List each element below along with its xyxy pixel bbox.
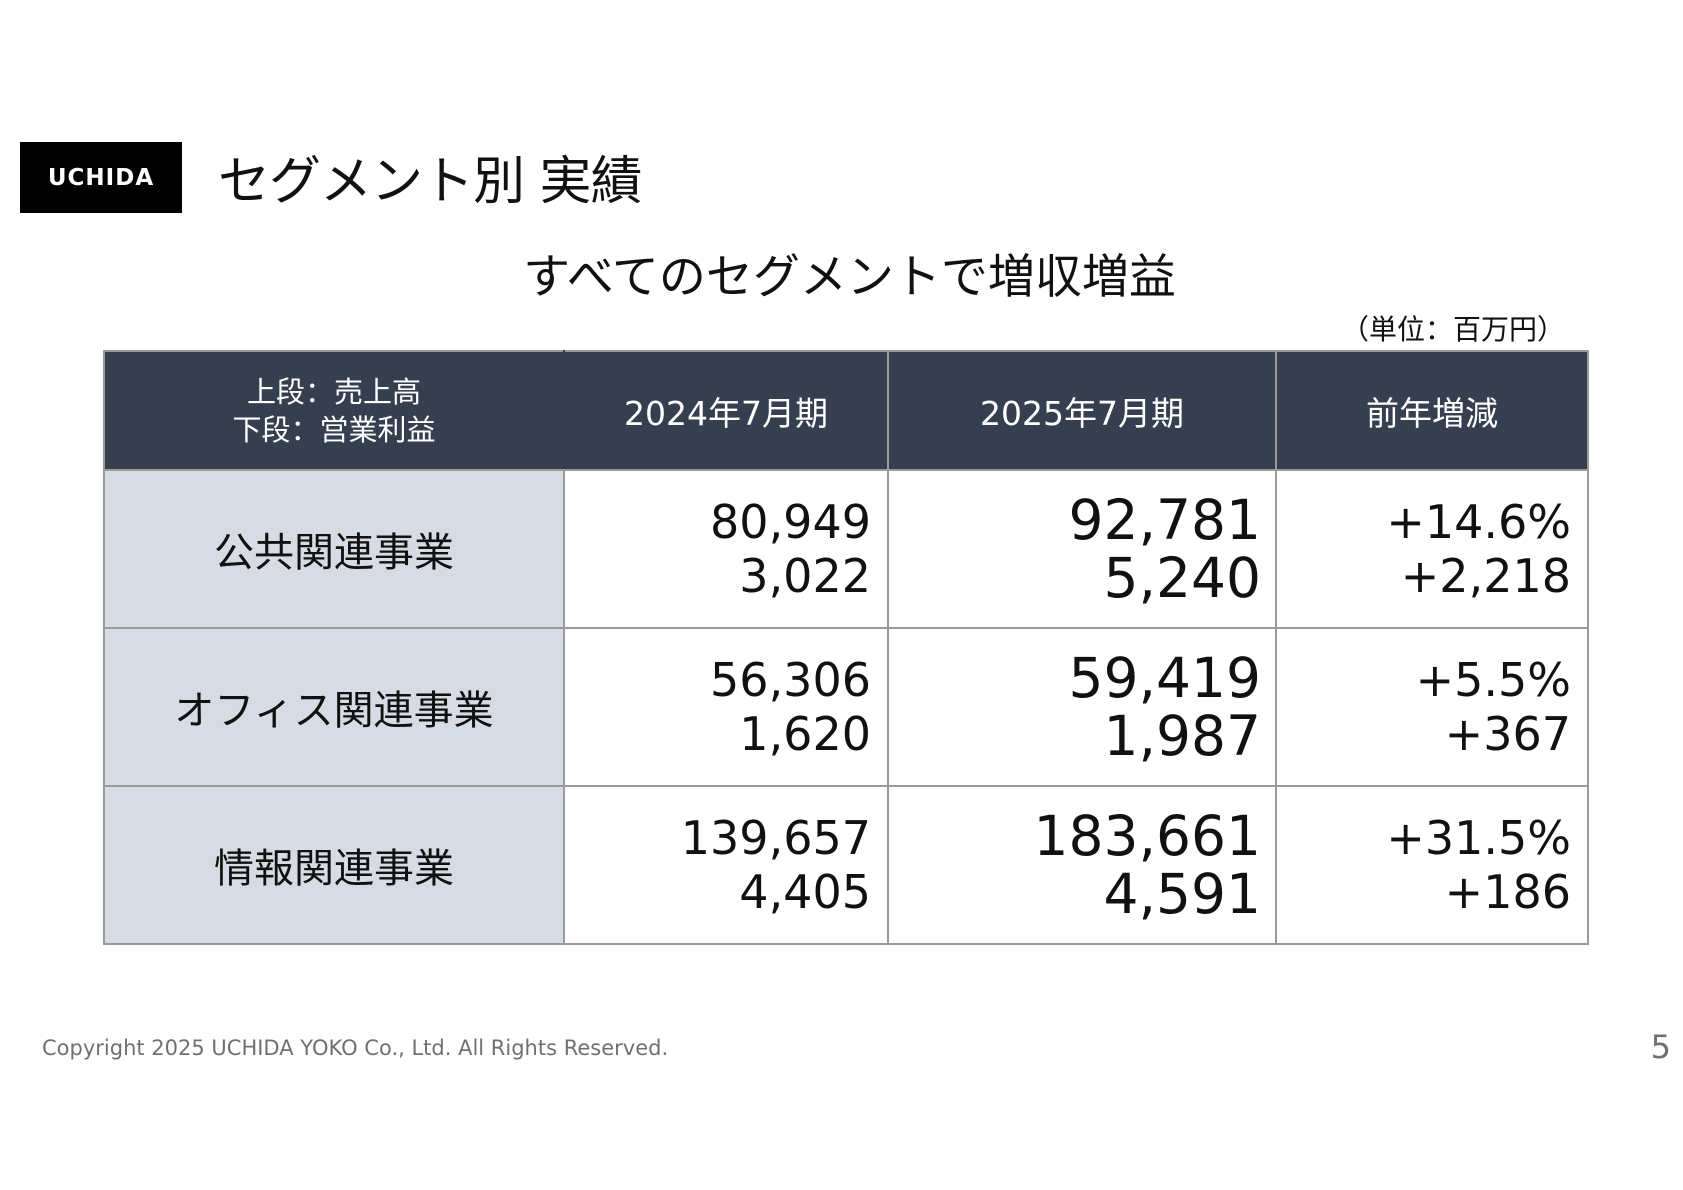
table-row: 情報関連事業 139,657 4,405 183,661 4,591 +31.5… — [103, 785, 1589, 945]
segment-name: 公共関連事業 — [103, 469, 565, 629]
profit-value: 4,405 — [739, 865, 871, 919]
sales-value: 183,661 — [1033, 804, 1261, 868]
fy2025-cell: 59,419 1,987 — [887, 627, 1277, 787]
profit-change: +2,218 — [1400, 549, 1571, 603]
table-row: 公共関連事業 80,949 3,022 92,781 5,240 +14.6% … — [103, 469, 1589, 629]
table-row: オフィス関連事業 56,306 1,620 59,419 1,987 +5.5%… — [103, 627, 1589, 787]
fy2025-cell: 92,781 5,240 — [887, 469, 1277, 629]
slide-subtitle: すべてのセグメントで増収増益 — [523, 250, 1176, 305]
header-legend-bottom: 下段：営業利益 — [232, 412, 436, 447]
sales-value: 80,949 — [710, 495, 871, 549]
profit-value: 3,022 — [739, 549, 871, 603]
segment-name: オフィス関連事業 — [103, 627, 565, 787]
header-fy2025: 2025年7月期 — [887, 350, 1277, 471]
header-legend-top: 上段：売上高 — [246, 374, 421, 409]
fy2024-cell: 139,657 4,405 — [563, 785, 889, 945]
page-title: セグメント別 実績 — [218, 152, 643, 212]
unit-note: （単位：百万円） — [1340, 313, 1565, 346]
header-legend: 上段：売上高 下段：営業利益 — [103, 350, 565, 471]
profit-change: +367 — [1444, 707, 1571, 761]
profit-change: +186 — [1444, 865, 1571, 919]
header-yoy-change: 前年増減 — [1275, 350, 1589, 471]
yoy-change-cell: +14.6% +2,218 — [1275, 469, 1589, 629]
fy2025-cell: 183,661 4,591 — [887, 785, 1277, 945]
yoy-change-cell: +31.5% +186 — [1275, 785, 1589, 945]
sales-change: +5.5% — [1415, 653, 1571, 707]
yoy-change-cell: +5.5% +367 — [1275, 627, 1589, 787]
fy2024-cell: 80,949 3,022 — [563, 469, 889, 629]
segment-results-table: 上段：売上高 下段：営業利益 2024年7月期 2025年7月期 前年増減 公共… — [103, 350, 1589, 945]
sales-value: 92,781 — [1068, 488, 1261, 552]
sales-value: 59,419 — [1068, 646, 1261, 710]
uchida-logo: UCHIDA — [20, 142, 182, 213]
profit-value: 1,987 — [1103, 704, 1261, 768]
sales-value: 56,306 — [710, 653, 871, 707]
sales-change: +14.6% — [1386, 495, 1571, 549]
profit-value: 5,240 — [1103, 546, 1261, 610]
sales-change: +31.5% — [1386, 811, 1571, 865]
page-number: 5 — [1650, 1028, 1671, 1066]
segment-name: 情報関連事業 — [103, 785, 565, 945]
header-fy2024: 2024年7月期 — [563, 350, 889, 471]
copyright-notice: Copyright 2025 UCHIDA YOKO Co., Ltd. All… — [42, 1036, 669, 1060]
fy2024-cell: 56,306 1,620 — [563, 627, 889, 787]
logo-text: UCHIDA — [47, 164, 155, 191]
sales-value: 139,657 — [680, 811, 871, 865]
table-header: 上段：売上高 下段：営業利益 2024年7月期 2025年7月期 前年増減 — [103, 350, 1589, 471]
profit-value: 4,591 — [1103, 862, 1261, 926]
profit-value: 1,620 — [739, 707, 871, 761]
